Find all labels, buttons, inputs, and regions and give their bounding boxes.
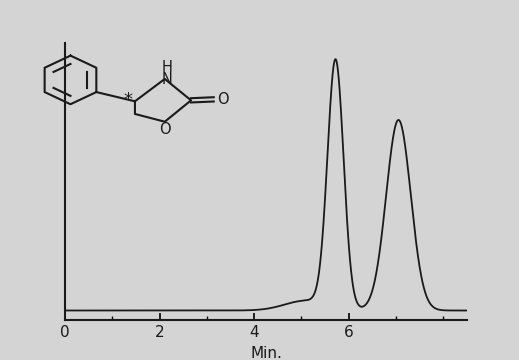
Text: O: O	[159, 122, 171, 137]
Text: O: O	[217, 92, 229, 107]
Text: *: *	[124, 91, 133, 109]
Text: N: N	[162, 72, 173, 87]
X-axis label: Min.: Min.	[250, 346, 282, 360]
Text: H: H	[161, 60, 172, 75]
